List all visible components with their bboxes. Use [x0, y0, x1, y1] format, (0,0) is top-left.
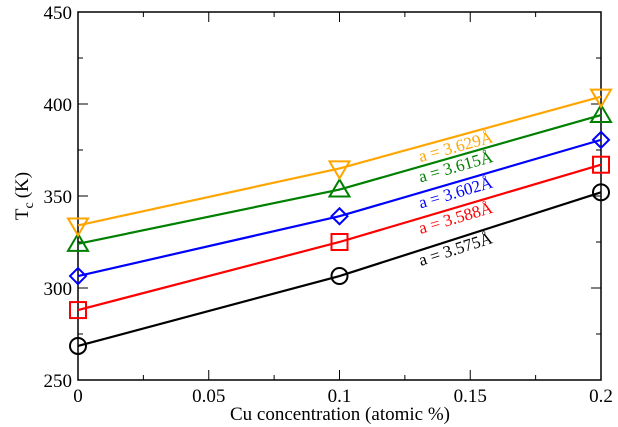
series-line	[77, 163, 602, 312]
axes: 0 0.05 0.1 0.15 0.2 250 300 350 400 450	[44, 3, 613, 407]
data-point-triangle-down	[66, 217, 90, 238]
series-line	[77, 113, 602, 245]
data-point-triangle-up	[66, 231, 90, 252]
data-point-triangle-up	[327, 177, 352, 198]
y-tick-label: 350	[44, 187, 73, 208]
y-tick-label: 450	[44, 3, 73, 24]
data-point-circle	[69, 336, 87, 355]
data-point-circle	[592, 183, 610, 202]
x-tick-label: 0.1	[328, 386, 352, 407]
y-label-sub: c	[22, 202, 37, 208]
data-point-diamond	[68, 266, 88, 286]
series-line	[77, 95, 602, 227]
y-tick-label: 300	[44, 279, 73, 300]
data-point-square	[69, 301, 87, 320]
x-axis-label: Cu concentration (atomic %)	[230, 404, 450, 425]
data-point-triangle-down	[327, 160, 352, 181]
y-label-unit: (K)	[12, 172, 33, 198]
data-point-diamond	[330, 206, 349, 226]
y-tick-label: 250	[44, 371, 73, 392]
x-tick-label: 0.05	[192, 386, 225, 407]
data-point-square	[330, 233, 349, 251]
x-tick-label: 0.15	[454, 386, 487, 407]
y-tick-label: 400	[44, 95, 73, 116]
data-point-diamond	[591, 130, 611, 150]
svg-text:Tc(K): Tc (K)	[12, 172, 37, 220]
data-point-triangle-up	[589, 103, 613, 124]
series-line	[77, 138, 602, 278]
series-group	[66, 88, 613, 355]
x-tick-label: 0	[73, 386, 83, 407]
series-line	[77, 191, 602, 348]
data-point-square	[592, 155, 610, 174]
data-point-triangle-down	[589, 88, 613, 109]
y-label-main: T	[12, 208, 33, 220]
data-point-circle	[330, 267, 349, 286]
y-axis-label: Tc (K)	[12, 172, 37, 220]
x-tick-label: 0.2	[589, 386, 613, 407]
